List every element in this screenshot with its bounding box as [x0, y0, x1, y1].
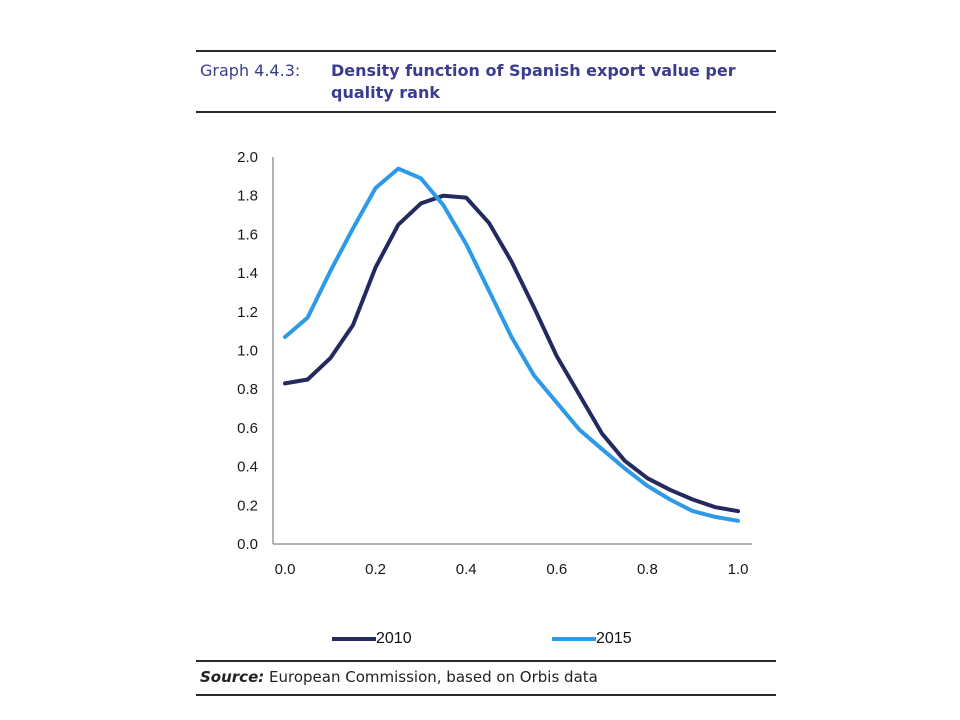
legend-label-2010: 2010 — [376, 630, 412, 647]
series-lines — [283, 166, 740, 523]
x-tick-label: 0.0 — [275, 561, 296, 578]
chart-title: Density function of Spanish export value… — [331, 61, 736, 102]
top-rule — [196, 50, 776, 52]
source-text: European Commission, based on Orbis data — [269, 668, 598, 686]
source-label: Source: — [200, 668, 265, 686]
legend-label-2015: 2015 — [596, 630, 632, 647]
y-tick-label: 0.8 — [237, 381, 258, 398]
series-line-2010 — [283, 193, 740, 514]
y-axis: 0.0 0.2 0.4 0.6 0.8 1.0 1.2 1.4 1.6 1.8 2.0 — [237, 149, 274, 553]
x-tick-label: 0.2 — [365, 561, 386, 578]
legend-item-2015: 2015 — [552, 630, 632, 648]
y-tick-label: 2.0 — [237, 149, 258, 166]
legend-item-2010: 2010 — [332, 630, 412, 648]
graph-number-label: Graph 4.4.3: — [200, 61, 301, 80]
x-tick-label: 1.0 — [728, 561, 749, 578]
x-tick-label: 0.4 — [456, 561, 477, 578]
legend-swatch-2010 — [332, 637, 376, 641]
x-tick-label: 0.8 — [637, 561, 658, 578]
y-tick-label: 0.2 — [237, 497, 258, 514]
legend-rule — [196, 660, 776, 662]
y-tick-label: 0.0 — [237, 536, 258, 553]
y-tick-label: 0.4 — [237, 459, 258, 476]
y-tick-label: 1.0 — [237, 343, 258, 360]
y-tick-label: 1.4 — [237, 265, 258, 282]
header-rule — [196, 111, 776, 113]
x-tick-label: 0.6 — [546, 561, 567, 578]
y-tick-label: 1.8 — [237, 188, 258, 205]
legend-swatch-2015 — [552, 637, 596, 641]
y-tick-label: 0.6 — [237, 420, 258, 437]
y-tick-label: 1.6 — [237, 226, 258, 243]
x-axis: 0.0 0.2 0.4 0.6 0.8 1.0 — [273, 543, 752, 578]
y-tick-label: 1.2 — [237, 304, 258, 321]
bottom-rule — [196, 694, 776, 696]
source-note: Source: European Commission, based on Or… — [200, 668, 598, 686]
series-line-2015 — [283, 166, 740, 523]
